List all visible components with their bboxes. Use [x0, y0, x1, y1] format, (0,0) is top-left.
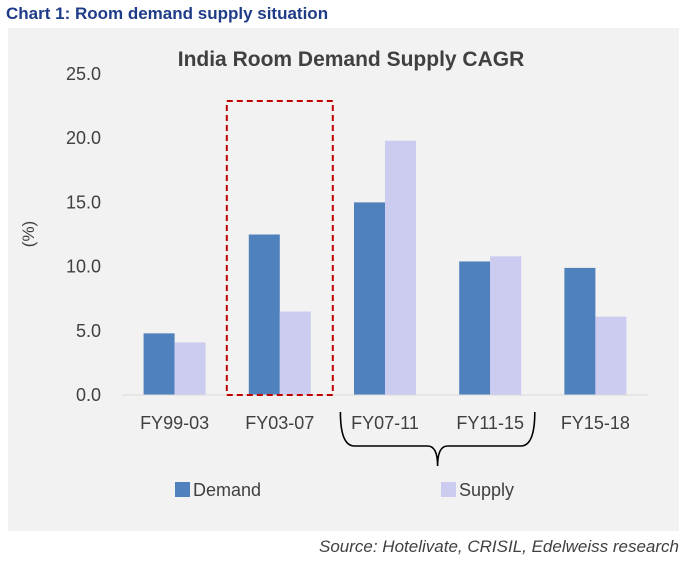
- legend: Demand Supply: [175, 480, 514, 500]
- demand-legend-label: Demand: [193, 480, 261, 500]
- supply-bar-fy15-18: [595, 316, 627, 395]
- highlight-box: [225, 100, 334, 396]
- x-tick-label: FY03-07: [245, 413, 314, 433]
- supply-bar-fy11-15: [490, 256, 522, 395]
- y-axis-label: (%): [19, 221, 38, 247]
- demand-bar-fy03-07: [248, 234, 280, 395]
- x-tick-label: FY11-15: [456, 413, 524, 433]
- y-axis-ticks: 0.0 5.0 10.0 15.0 20.0 25.0: [66, 64, 101, 405]
- x-tick-label: FY99-03: [140, 413, 209, 433]
- y-tick-label: 0.0: [76, 385, 101, 405]
- x-tick-label: FY07-11: [351, 413, 419, 433]
- x-axis-ticks: FY99-03 FY03-07 FY07-11 FY11-15 FY15-18: [140, 413, 630, 433]
- supply-bar-fy07-11: [385, 140, 416, 395]
- supply-legend-label: Supply: [459, 480, 514, 500]
- y-tick-label: 20.0: [66, 128, 101, 148]
- demand-bar-fy99-03: [143, 333, 175, 395]
- supply-bar-fy99-03: [174, 342, 206, 395]
- y-tick-label: 25.0: [66, 64, 101, 84]
- source-note: Source: Hotelivate, CRISIL, Edelweiss re…: [319, 537, 679, 556]
- y-tick-label: 5.0: [76, 321, 101, 341]
- demand-bar-fy07-11: [354, 202, 385, 395]
- chart-panel: India Room Demand Supply CAGR (%) 0.0 5.0…: [8, 28, 679, 531]
- demand-legend-swatch: [175, 482, 190, 497]
- supply-legend-swatch: [441, 482, 456, 497]
- supply-bar-fy03-07: [279, 311, 311, 395]
- chart-heading: Chart 1: Room demand supply situation: [6, 4, 329, 23]
- x-tick-label: FY15-18: [561, 413, 630, 433]
- demand-bar-fy11-15: [459, 261, 491, 395]
- demand-bar-fy15-18: [564, 267, 596, 395]
- y-tick-label: 15.0: [66, 192, 101, 212]
- bracket-annotation: [339, 411, 536, 467]
- bars: [143, 140, 627, 395]
- chart-title: India Room Demand Supply CAGR: [178, 48, 525, 71]
- y-tick-label: 10.0: [66, 257, 101, 277]
- bar-chart: India Room Demand Supply CAGR (%) 0.0 5.0…: [19, 48, 648, 500]
